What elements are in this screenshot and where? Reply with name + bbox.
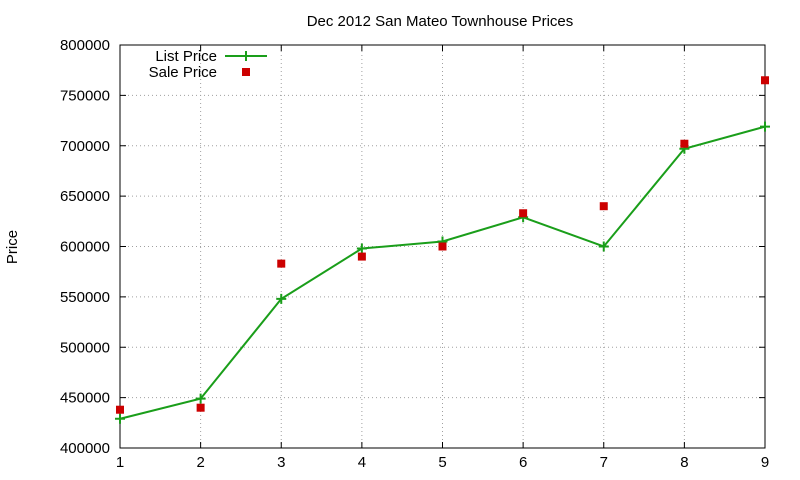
- x-tick-label: 4: [358, 454, 366, 471]
- data-point: [599, 202, 608, 211]
- data-point: [116, 405, 124, 414]
- x-tick-label: 1: [116, 454, 124, 471]
- x-tick-label: 5: [438, 454, 446, 471]
- legend-label: List Price: [155, 48, 217, 65]
- series-sale-price: [116, 76, 769, 414]
- data-point: [357, 252, 366, 261]
- y-tick-label: 800000: [60, 37, 110, 54]
- y-tick-label: 650000: [60, 188, 110, 205]
- x-tick-label: 8: [680, 454, 688, 471]
- data-point: [196, 403, 205, 412]
- y-tick-label: 600000: [60, 239, 110, 256]
- x-tick-label: 6: [519, 454, 527, 471]
- x-tick-label: 9: [761, 454, 769, 471]
- y-tick-label: 550000: [60, 289, 110, 306]
- y-tick-label: 500000: [60, 339, 110, 356]
- series-layer: [115, 76, 770, 424]
- data-point: [438, 242, 447, 251]
- series-line: [119, 125, 766, 420]
- x-tick-label: 3: [277, 454, 285, 471]
- data-point: [277, 259, 286, 268]
- series-list-price: [115, 121, 770, 424]
- data-point: [276, 293, 287, 304]
- data-point: [195, 393, 206, 404]
- data-point: [761, 76, 769, 85]
- x-tick-label: 2: [196, 454, 204, 471]
- y-tick-label: 700000: [60, 138, 110, 155]
- legend-marker: [241, 51, 251, 61]
- x-tick-label: 7: [600, 454, 608, 471]
- data-point: [356, 243, 367, 254]
- data-point: [598, 241, 609, 252]
- legend-marker: [242, 68, 250, 76]
- legend-label: Sale Price: [149, 64, 217, 81]
- data-point: [519, 209, 528, 218]
- y-tick-label: 750000: [60, 87, 110, 104]
- y-axis-label: Price: [4, 230, 21, 264]
- axes: 1 2 3 4 5 6 7 8 9 400000 450000 500000 550000 600000 6…: [60, 37, 769, 471]
- chart-title: Dec 2012 San Mateo Townhouse Prices: [307, 13, 574, 30]
- y-tick-label: 450000: [60, 390, 110, 407]
- data-point: [115, 413, 125, 424]
- y-tick-label: 400000: [60, 440, 110, 457]
- data-point: [680, 139, 689, 148]
- data-point: [760, 121, 770, 132]
